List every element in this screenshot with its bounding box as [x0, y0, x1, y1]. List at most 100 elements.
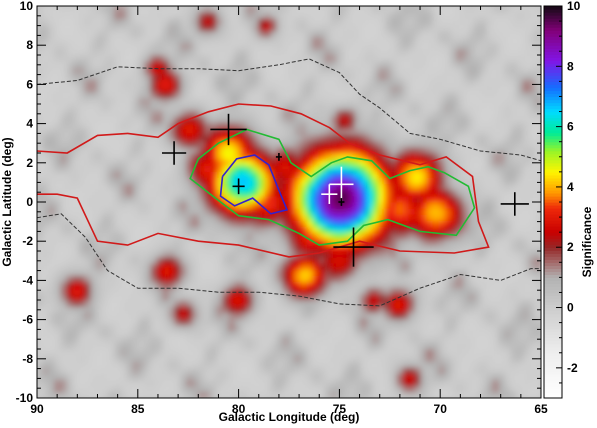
heatmap-cell [396, 244, 404, 252]
heatmap-cell [498, 23, 506, 31]
heatmap-cell [180, 268, 188, 276]
heatmap-cell [126, 256, 134, 264]
heatmap-cell [276, 103, 284, 111]
heatmap-cell [462, 164, 470, 172]
heatmap-cell [342, 54, 350, 62]
heatmap-cell [396, 189, 404, 197]
heatmap-cell [492, 60, 500, 68]
heatmap-cell [204, 385, 212, 393]
heatmap-cell [174, 103, 182, 111]
heatmap-cell [474, 109, 482, 117]
heatmap-cell [246, 164, 254, 172]
heatmap-cell [408, 317, 416, 325]
heatmap-cell [264, 6, 272, 13]
heatmap-cell [444, 324, 452, 332]
heatmap-cell [438, 354, 446, 362]
heatmap-cell [78, 54, 86, 62]
heatmap-cell [228, 183, 236, 191]
heatmap-cell [276, 48, 284, 56]
heatmap-cell [324, 109, 332, 117]
heatmap-cell [312, 262, 320, 270]
heatmap-cell [432, 238, 440, 246]
heatmap-cell [282, 244, 290, 252]
heatmap-cell [162, 177, 170, 185]
heatmap-cell [108, 17, 116, 25]
heatmap-cell [54, 60, 62, 68]
heatmap-cell [54, 195, 62, 203]
heatmap-cell [312, 244, 320, 252]
heatmap-cell [468, 336, 476, 344]
heatmap-cell [462, 354, 470, 362]
heatmap-cell [162, 121, 170, 129]
heatmap-cell [294, 287, 302, 295]
heatmap-cell [204, 379, 212, 387]
heatmap-cell [78, 146, 86, 154]
heatmap-cell [366, 170, 374, 178]
heatmap-cell [84, 275, 92, 283]
heatmap-cell [456, 134, 464, 142]
heatmap-cell [336, 226, 344, 234]
heatmap-cell [372, 226, 380, 234]
heatmap-cell [234, 379, 242, 387]
heatmap-cell [342, 103, 350, 111]
heatmap-cell [498, 183, 506, 191]
heatmap-cell [204, 79, 212, 87]
heatmap-cell [414, 30, 422, 38]
heatmap-cell [90, 391, 98, 398]
heatmap-cell [456, 348, 464, 356]
heatmap-cell [354, 324, 362, 332]
heatmap-cell [54, 354, 62, 362]
heatmap-cell [37, 226, 44, 234]
heatmap-cell [366, 152, 374, 160]
heatmap-cell [168, 85, 176, 93]
heatmap-cell [414, 128, 422, 136]
heatmap-cell [258, 128, 266, 136]
heatmap-cell [492, 201, 500, 209]
heatmap-cell [366, 207, 374, 215]
heatmap-cell [270, 226, 278, 234]
heatmap-cell [240, 23, 248, 31]
heatmap-cell [258, 256, 266, 264]
heatmap-cell [120, 268, 128, 276]
heatmap-cell [114, 232, 122, 240]
heatmap-cell [450, 207, 458, 215]
heatmap-cell [462, 11, 470, 19]
heatmap-cell [486, 170, 494, 178]
heatmap-cell [156, 256, 164, 264]
heatmap-cell [276, 195, 284, 203]
heatmap-cell [486, 48, 494, 56]
heatmap-cell [420, 134, 428, 142]
heatmap-cell [90, 128, 98, 136]
heatmap-cell [408, 336, 416, 344]
heatmap-cell [444, 158, 452, 166]
heatmap-cell [66, 281, 74, 289]
heatmap-cell [78, 324, 86, 332]
heatmap-cell [480, 391, 488, 398]
heatmap-cell [222, 213, 230, 221]
heatmap-cell [282, 366, 290, 374]
heatmap-cell [264, 262, 272, 270]
heatmap-cell [354, 42, 362, 50]
heatmap-cell [270, 262, 278, 270]
heatmap-cell [246, 250, 254, 258]
heatmap-cell [468, 299, 476, 307]
heatmap-cell [492, 79, 500, 87]
heatmap-cell [426, 48, 434, 56]
heatmap-cell [300, 336, 308, 344]
heatmap-cell [354, 281, 362, 289]
heatmap-cell [174, 42, 182, 50]
heatmap-cell [288, 72, 296, 80]
heatmap-cell [252, 385, 260, 393]
heatmap-cell [336, 299, 344, 307]
heatmap-cell [246, 336, 254, 344]
heatmap-cell [420, 256, 428, 264]
heatmap-cell [402, 244, 410, 252]
heatmap-cell [396, 256, 404, 264]
heatmap-cell [384, 287, 392, 295]
heatmap-cell [366, 244, 374, 252]
heatmap-cell [342, 36, 350, 44]
heatmap-cell [264, 360, 272, 368]
heatmap-cell [42, 189, 50, 197]
heatmap-cell [180, 287, 188, 295]
heatmap-cell [294, 330, 302, 338]
